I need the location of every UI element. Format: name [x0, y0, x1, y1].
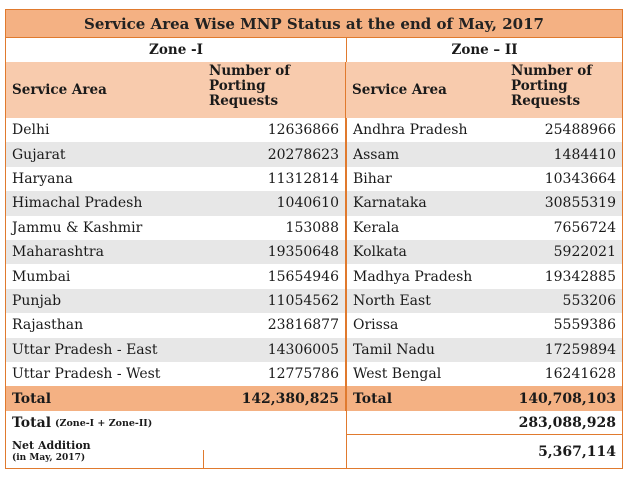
zone-2-header: Zone – II — [451, 42, 518, 58]
zone2-requests: 553206 — [505, 288, 623, 314]
data-grid: Service Area Number of Porting Requests Se… — [5, 62, 623, 412]
zone1-area: Himachal Pradesh — [5, 191, 203, 216]
summary-section: Total (Zone-I + Zone-II) 283,088,928 Net … — [5, 411, 623, 470]
zone1-requests: 20278623 — [203, 142, 346, 167]
zone1-requests: 11054562 — [203, 288, 346, 314]
zone2-area: Assam — [346, 142, 505, 167]
zone1-total-value: 142,380,825 — [203, 386, 346, 412]
zone1-requests: 153088 — [203, 215, 346, 240]
zone1-area: Jammu & Kashmir — [5, 215, 203, 240]
zone1-area: Punjab — [5, 288, 203, 314]
zone1-requests: 23816877 — [203, 313, 346, 338]
zone2-area: Karnataka — [346, 191, 505, 216]
zone2-requests: 5922021 — [505, 239, 623, 265]
zone2-requests: 5559386 — [505, 313, 623, 338]
zone2-requests: 19342885 — [505, 264, 623, 289]
col-header-service-area-1: Service Area — [5, 62, 203, 118]
zone2-requests: 7656724 — [505, 215, 623, 240]
zone1-area: Mumbai — [5, 264, 203, 289]
zone1-requests: 19350648 — [203, 239, 346, 265]
zone2-area: Tamil Nadu — [346, 337, 505, 362]
zone2-area: North East — [346, 288, 505, 314]
table-title: Service Area Wise MNP Status at the end … — [5, 9, 623, 38]
zone1-requests: 11312814 — [203, 166, 346, 192]
zone2-area: Orissa — [346, 313, 505, 338]
zone1-area: Gujarat — [5, 142, 203, 167]
zone1-requests: 12636866 — [203, 118, 346, 143]
net-addition-spacer — [203, 435, 346, 470]
zone1-requests: 15654946 — [203, 264, 346, 289]
col-header-service-area-2: Service Area — [346, 62, 505, 118]
zone1-area: Rajasthan — [5, 313, 203, 338]
zone1-area: Uttar Pradesh - West — [5, 361, 203, 387]
grand-total-value: 283,088,928 — [346, 411, 623, 436]
zone2-area: Madhya Pradesh — [346, 264, 505, 289]
zone2-area: Andhra Pradesh — [346, 118, 505, 143]
zone1-requests: 1040610 — [203, 191, 346, 216]
net-addition-value: 5,367,114 — [346, 435, 623, 470]
zone2-requests: 25488966 — [505, 118, 623, 143]
col-header-requests-1: Number of Porting Requests — [203, 62, 346, 118]
col-header-requests-2: Number of Porting Requests — [505, 62, 623, 118]
zone2-requests: 16241628 — [505, 361, 623, 387]
mnp-status-table: Service Area Wise MNP Status at the end … — [5, 9, 623, 470]
zone1-area: Delhi — [5, 118, 203, 143]
zone2-requests: 30855319 — [505, 191, 623, 216]
zone2-area: West Bengal — [346, 361, 505, 387]
zone2-total-value: 140,708,103 — [505, 386, 623, 412]
grand-total-spacer — [203, 411, 346, 435]
zone2-total-label: Total — [346, 386, 505, 412]
zone2-requests: 17259894 — [505, 337, 623, 362]
grand-total-label: Total (Zone-I + Zone-II) — [5, 411, 203, 436]
zone1-area: Haryana — [5, 166, 203, 192]
zone-1-header: Zone -I — [6, 38, 347, 62]
net-addition-label: Net Addition (in May, 2017) — [5, 435, 203, 470]
zone1-area: Uttar Pradesh - East — [5, 337, 203, 362]
zone2-area: Bihar — [346, 166, 505, 192]
zone1-area: Maharashtra — [5, 239, 203, 265]
zone1-requests: 14306005 — [203, 337, 346, 362]
zone2-area: Kolkata — [346, 239, 505, 265]
zone-header-row: Zone -I Zone – II — [5, 38, 623, 62]
zone2-area: Kerala — [346, 215, 505, 240]
zone1-total-label: Total — [5, 386, 203, 412]
zone2-requests: 10343664 — [505, 166, 623, 192]
zone1-requests: 12775786 — [203, 361, 346, 387]
zone2-requests: 1484410 — [505, 142, 623, 167]
